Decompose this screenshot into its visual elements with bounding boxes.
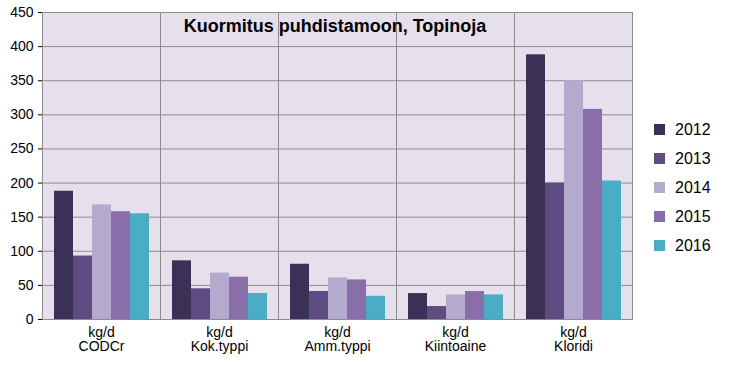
svg-text:0: 0: [26, 311, 34, 327]
svg-text:350: 350: [10, 72, 34, 88]
svg-text:450: 450: [10, 4, 34, 20]
svg-text:50: 50: [18, 277, 34, 293]
html-text:2013: 2013: [675, 149, 711, 167]
html-text:2016: 2016: [675, 236, 711, 254]
svg-text:300: 300: [10, 106, 34, 122]
html-text:2014: 2014: [675, 178, 711, 196]
svg-text:400: 400: [10, 38, 34, 54]
svg-text:200: 200: [10, 175, 34, 191]
svg-text:100: 100: [10, 243, 34, 259]
svg-text:250: 250: [10, 140, 34, 156]
svg-text:kg/dCODCr: kg/dCODCr: [79, 324, 125, 354]
html-text:Kuormitus puhdistamoon, Topino: Kuormitus puhdistamoon, Topinoja: [183, 16, 487, 36]
svg-text:kg/dKiintoaine: kg/dKiintoaine: [425, 324, 487, 354]
svg-text:kg/dKloridi: kg/dKloridi: [554, 324, 593, 354]
html-text:2015: 2015: [675, 207, 711, 225]
svg-text:150: 150: [10, 209, 34, 225]
svg-text:kg/dKok.typpi: kg/dKok.typpi: [191, 324, 249, 354]
html-text:2012: 2012: [675, 120, 711, 138]
svg-text:kg/dAmm.typpi: kg/dAmm.typpi: [304, 324, 370, 354]
